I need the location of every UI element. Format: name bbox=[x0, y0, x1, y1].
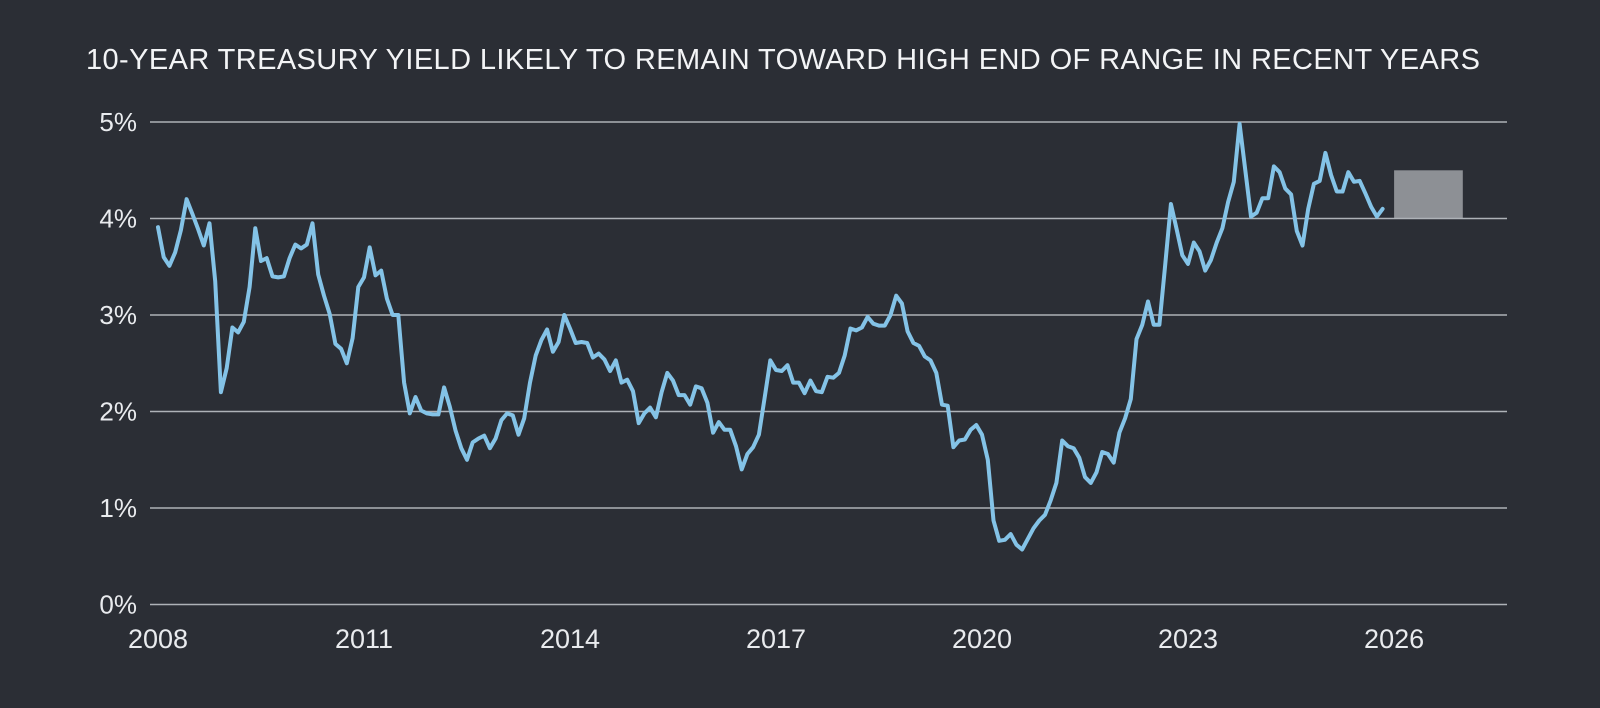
x-tick-label: 2017 bbox=[746, 624, 806, 654]
forecast-range-box bbox=[1394, 170, 1463, 219]
chart-title: 10-YEAR TREASURY YIELD LIKELY TO REMAIN … bbox=[86, 44, 1481, 76]
y-tick-label: 2% bbox=[99, 397, 137, 427]
y-tick-label: 0% bbox=[99, 590, 137, 620]
x-tick-label: 2008 bbox=[128, 624, 188, 654]
x-tick-label: 2014 bbox=[540, 624, 600, 654]
y-tick-label: 4% bbox=[99, 204, 137, 234]
x-tick-label: 2011 bbox=[335, 624, 393, 654]
x-tick-label: 2026 bbox=[1364, 624, 1424, 654]
x-tick-label: 2020 bbox=[952, 624, 1012, 654]
y-tick-label: 5% bbox=[99, 107, 137, 137]
x-tick-label: 2023 bbox=[1158, 624, 1218, 654]
y-tick-label: 3% bbox=[99, 300, 137, 330]
treasury-yield-line bbox=[156, 121, 1385, 552]
y-tick-label: 1% bbox=[99, 493, 137, 523]
